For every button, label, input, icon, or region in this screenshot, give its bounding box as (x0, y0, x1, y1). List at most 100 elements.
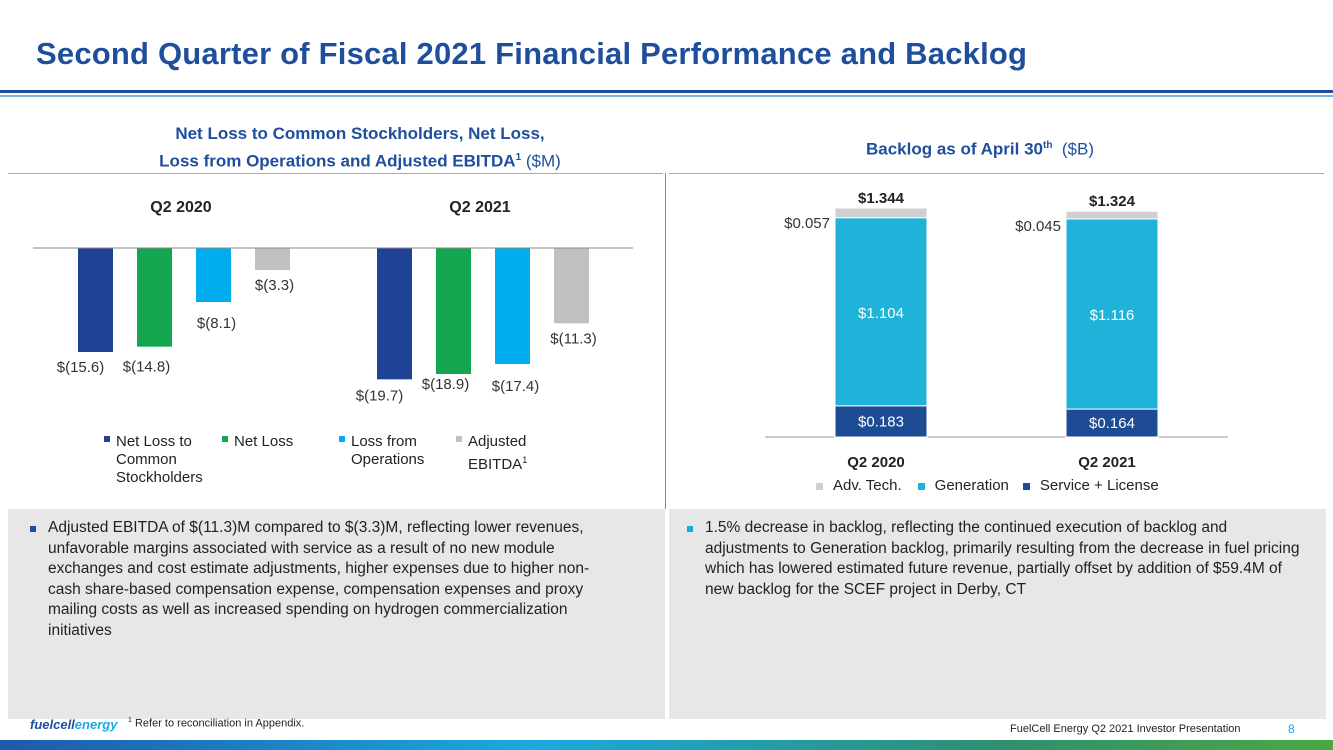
legend-swatch (816, 482, 823, 490)
title-divider (0, 90, 1333, 93)
data-label-adv-tech-q2-2020: $0.057 (784, 215, 830, 232)
bullet-marker-icon (30, 526, 36, 532)
left-chart-title-line2-text: Loss from Operations and Adjusted EBITDA (159, 151, 516, 171)
total-label-q2-2021: $1.324 (1089, 193, 1136, 210)
legend-line: Adjusted (456, 433, 527, 451)
backlog-chart: $0.183 $1.104 $0.057 $1.344 Q2 2020 $0.164 $1.… (765, 190, 1228, 471)
bar-net-loss-q2-2021 (436, 248, 471, 374)
page-number: 8 (1288, 722, 1295, 736)
data-label-loss-from-operations-q2-2021: $(17.4) (492, 378, 540, 395)
data-label-generation-q2-2021: $1.116 (1090, 307, 1135, 324)
group-label-q2-2020: Q2 2020 (150, 199, 211, 216)
segment-adv-tech-q2-2021 (1065, 210, 1159, 220)
right-panel-header-rule (669, 173, 1324, 174)
data-label-generation-q2-2020: $1.104 (858, 305, 904, 322)
legend-line: Net Loss to (104, 433, 203, 451)
data-label-adjusted-ebitda-q2-2021: $(11.3) (550, 330, 596, 347)
legend-item-loss-from-operations: Loss from Operations (339, 433, 424, 469)
bar-net-loss-to-common-stockholders-q2-2020 (78, 248, 113, 352)
legend-text: Operations (351, 451, 425, 468)
legend-text: Net Loss to (116, 433, 192, 450)
left-chart-title-line2: Loss from Operations and Adjusted EBITDA… (100, 146, 620, 174)
segment-generation-q2-2020 (834, 217, 928, 407)
right-chart-title-text: Backlog as of April 30 (866, 139, 1043, 159)
footnote-text: Refer to reconciliation in Appendix. (134, 717, 305, 730)
bullet-marker-icon (687, 526, 693, 532)
legend-swatch (456, 436, 462, 443)
legend-line: Common (104, 451, 203, 469)
legend-swatch (222, 436, 228, 443)
bar-loss-from-operations-q2-2021 (495, 248, 530, 364)
left-chart-title-unit: ($M) (525, 151, 561, 171)
legend-text: Service + License (1039, 477, 1159, 494)
footnote: 1 Refer to reconciliation in Appendix. (128, 717, 304, 730)
title-divider-accent (0, 95, 1333, 97)
legend-text: Common (116, 451, 177, 468)
data-label-loss-from-operations-q2-2020: $(8.1) (197, 315, 236, 332)
legend-text: Adv. Tech. (833, 477, 902, 494)
data-label-net-loss-q2-2020: $(14.8) (123, 359, 171, 376)
legend-line: Net Loss (222, 433, 293, 451)
bar-net-loss-q2-2020 (137, 248, 172, 347)
legend-swatch (917, 482, 925, 490)
legend-line: Loss from (339, 433, 424, 451)
total-label-q2-2020: $1.344 (858, 190, 905, 207)
net-loss-chart: Q2 2020 Q2 2021 $(15.6) $(19.7) $(14.8) $(18.… (33, 199, 633, 404)
data-label-net-loss-q2-2021: $(18.9) (422, 376, 470, 393)
group-label-q2-2021: Q2 2021 (449, 199, 510, 216)
segment-service-license-q2-2021 (1065, 408, 1159, 438)
data-label-net-loss-to-common-stockholders-q2-2020: $(15.6) (57, 359, 105, 376)
legend-swatch (339, 436, 345, 443)
left-panel-header-rule (8, 173, 663, 174)
data-label-net-loss-to-common-stockholders-q2-2021: $(19.7) (356, 387, 404, 404)
bar-loss-from-operations-q2-2020 (196, 248, 231, 302)
bullet-text: Adjusted EBITDA of $(11.3)M compared to … (48, 519, 590, 639)
legend-item-net-loss-to-common-stockholders: Net Loss to Common Stockholders (104, 433, 203, 487)
data-label-adjusted-ebitda-q2-2020: $(3.3) (255, 277, 294, 294)
commentary-bullet: Adjusted EBITDA of $(11.3)M compared to … (30, 518, 605, 641)
legend-text: Net Loss (234, 433, 294, 450)
right-chart-title-unit: ($B) (1061, 139, 1095, 159)
legend-item-adjusted-ebitda: Adjusted EBITDA1 (456, 433, 527, 474)
backlog-legend: Adv. Tech. Generation Service + License (816, 477, 1173, 494)
legend-line: Stockholders (104, 469, 203, 487)
bar-adjusted-ebitda-q2-2021 (554, 248, 589, 324)
right-chart-title: Backlog as of April 30th ($B) (866, 134, 1186, 162)
legend-line: EBITDA1 (456, 451, 527, 474)
segment-generation-q2-2021 (1065, 218, 1159, 410)
legend-text: Loss from (351, 433, 417, 450)
page-title: Second Quarter of Fiscal 2021 Financial … (36, 36, 1028, 71)
data-label-adv-tech-q2-2021: $0.045 (1015, 218, 1061, 235)
right-chart-title-sup: th (1042, 140, 1053, 151)
left-chart-title-line1: Net Loss to Common Stockholders, Net Los… (175, 124, 545, 143)
legend-text: Stockholders (116, 469, 203, 486)
footer-color-bar (0, 740, 1333, 750)
legend-swatch (1022, 482, 1030, 490)
left-commentary-box: Adjusted EBITDA of $(11.3)M compared to … (8, 509, 665, 719)
footer-presentation-name: FuelCell Energy Q2 2021 Investor Present… (1010, 723, 1241, 735)
right-commentary-box: 1.5% decrease in backlog, reflecting the… (669, 509, 1326, 719)
segment-adv-tech-q2-2020 (834, 207, 928, 219)
legend-item-adv-tech: Adv. Tech. (816, 477, 902, 494)
bullet-text: 1.5% decrease in backlog, reflecting the… (705, 519, 1300, 598)
bar-net-loss-to-common-stockholders-q2-2021 (377, 248, 412, 380)
legend-text: EBITDA (468, 456, 523, 473)
legend-item-net-loss: Net Loss (222, 433, 293, 451)
panel-divider (665, 173, 666, 509)
left-chart-title: Net Loss to Common Stockholders, Net Los… (100, 122, 620, 174)
legend-item-service-license: Service + License (1022, 477, 1159, 494)
right-commentary-list: 1.5% decrease in backlog, reflecting the… (669, 509, 1326, 600)
logo-text-energy: energy (74, 717, 118, 732)
commentary-bullet: 1.5% decrease in backlog, reflecting the… (687, 518, 1302, 600)
segment-service-license-q2-2020 (834, 405, 928, 438)
legend-text: Generation (934, 477, 1009, 494)
legend-swatch (104, 436, 110, 443)
left-chart-title-footnote-mark: 1 (515, 152, 522, 163)
fuelcell-energy-logo: fuelcellenergy (30, 717, 117, 732)
category-label-q2-2021: Q2 2021 (1078, 454, 1136, 471)
footnote-marker: 1 (128, 717, 132, 724)
legend-line: Operations (339, 451, 424, 469)
legend-item-generation: Generation (917, 477, 1009, 494)
category-label-q2-2020: Q2 2020 (847, 454, 905, 471)
data-label-service-license-q2-2020: $0.183 (858, 413, 904, 430)
